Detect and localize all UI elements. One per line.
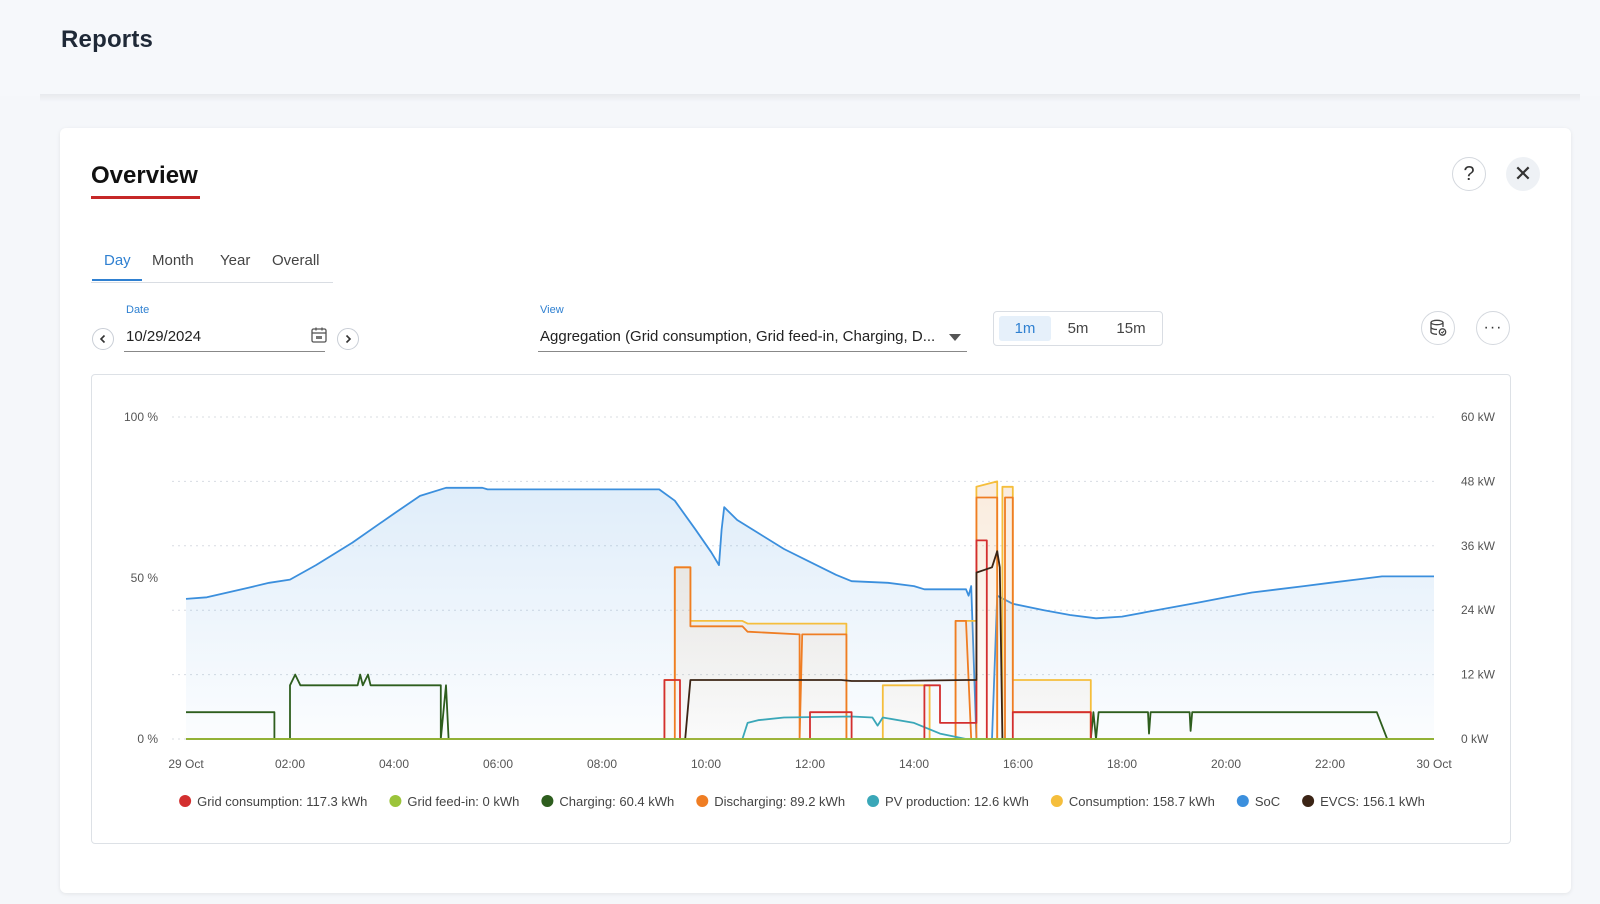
x-tick-label: 22:00 (1315, 757, 1345, 771)
legend-item-charging: Charging: 60.4 kWh (559, 794, 674, 809)
series-line-charging (186, 673, 1434, 740)
y-right-tick-label: 60 kW (1461, 410, 1496, 424)
legend-item-soc: SoC (1255, 794, 1280, 809)
view-label: View (540, 304, 564, 316)
interval-toggle: 1m 5m 15m (993, 311, 1163, 346)
tab-day[interactable]: Day (104, 252, 131, 269)
close-icon: ✕ (1513, 161, 1533, 186)
y-left-tick-label: 100 % (124, 410, 158, 424)
series-line-soc (185, 486, 1434, 740)
series-line-pv-production (186, 715, 1434, 740)
page-header: Reports (0, 0, 1600, 96)
previous-day-button[interactable] (92, 328, 114, 350)
close-button[interactable]: ✕ (1506, 157, 1540, 191)
legend-dot-consumption (1050, 795, 1063, 807)
y-right-tick-label: 0 kW (1461, 732, 1489, 746)
legend-item-discharging: Discharging: 89.2 kWh (714, 794, 845, 809)
x-tick-label: 12:00 (795, 757, 825, 771)
legend-dot-grid-feed-in (389, 795, 402, 807)
calendar-icon[interactable] (310, 326, 328, 344)
export-data-button[interactable] (1421, 311, 1455, 345)
help-button[interactable]: ? (1452, 157, 1486, 191)
header-shadow (40, 94, 1580, 102)
legend-item-grid-consumption: Grid consumption: 117.3 kWh (197, 794, 367, 809)
x-tick-label: 29 Oct (168, 757, 204, 771)
y-right-tick-label: 24 kW (1461, 603, 1496, 617)
legend-item-consumption: Consumption: 158.7 kWh (1069, 794, 1215, 809)
page-title: Reports (61, 26, 154, 53)
dropdown-caret-icon[interactable] (949, 334, 961, 341)
overview-card: Overview ? ✕ Day Month Year Overall Date… (60, 128, 1571, 893)
legend-item-evcs: EVCS: 156.1 kWh (1320, 794, 1425, 809)
chevron-right-icon (345, 334, 352, 344)
x-tick-label: 18:00 (1107, 757, 1137, 771)
x-tick-label: 30 Oct (1416, 757, 1452, 771)
series-line-evcs (186, 550, 1434, 740)
card-title-underline (91, 196, 200, 199)
help-icon: ? (1463, 162, 1475, 185)
legend-dot-pv-production (867, 795, 880, 807)
legend-dot-evcs (1302, 795, 1315, 807)
series-area-soc (186, 487, 1434, 739)
database-icon (1430, 319, 1447, 336)
y-right-tick-label: 48 kW (1461, 474, 1496, 488)
card-title: Overview (91, 162, 198, 189)
x-tick-label: 08:00 (587, 757, 617, 771)
x-tick-label: 14:00 (899, 757, 929, 771)
period-tabs: Day Month Year Overall (91, 248, 333, 283)
y-left-tick-label: 0 % (137, 732, 158, 746)
x-tick-label: 06:00 (483, 757, 513, 771)
series-line-discharging (186, 496, 1434, 740)
tab-active-indicator (92, 279, 142, 281)
legend-dot-grid-consumption (179, 795, 192, 807)
y-left-tick-label: 50 % (131, 571, 159, 585)
x-tick-label: 20:00 (1211, 757, 1241, 771)
x-tick-label: 16:00 (1003, 757, 1033, 771)
more-options-button[interactable]: ··· (1476, 311, 1510, 345)
date-label: Date (126, 304, 150, 316)
series-area-consumption (186, 481, 1434, 739)
interval-15m-button[interactable]: 15m (1116, 320, 1146, 337)
view-underline (538, 351, 967, 352)
more-icon: ··· (1483, 319, 1503, 336)
y-right-tick-label: 12 kW (1461, 668, 1496, 682)
interval-5m-button[interactable]: 5m (1067, 320, 1089, 337)
x-tick-label: 04:00 (379, 757, 409, 771)
x-tick-label: 02:00 (275, 757, 305, 771)
tab-month[interactable]: Month (152, 252, 194, 269)
interval-1m-button[interactable]: 1m (999, 316, 1051, 341)
tab-overall[interactable]: Overall (272, 252, 320, 269)
series-line-grid-consumption (186, 539, 1434, 740)
chart-container: 0 kW 12 kW 24 kW 36 kW 48 kW 60 kW 0 % 50 % 100 … (91, 374, 1511, 844)
x-tick-label: 10:00 (691, 757, 721, 771)
legend-dot-charging (541, 795, 554, 807)
date-underline (124, 351, 325, 352)
legend-dot-discharging (696, 795, 709, 807)
chevron-left-icon (99, 334, 106, 344)
y-right-tick-label: 36 kW (1461, 539, 1496, 553)
legend-dot-soc (1236, 795, 1249, 807)
date-input[interactable]: 10/29/2024 (126, 328, 202, 345)
view-select[interactable]: Aggregation (Grid consumption, Grid feed… (540, 328, 936, 345)
legend-item-grid-feed-in: Grid feed-in: 0 kWh (407, 794, 519, 809)
overview-chart: 0 kW 12 kW 24 kW 36 kW 48 kW 60 kW 0 % 50 % 100 … (124, 410, 1496, 809)
tab-year[interactable]: Year (220, 252, 251, 269)
legend-item-pv-production: PV production: 12.6 kWh (885, 794, 1029, 809)
next-day-button[interactable] (337, 328, 359, 350)
